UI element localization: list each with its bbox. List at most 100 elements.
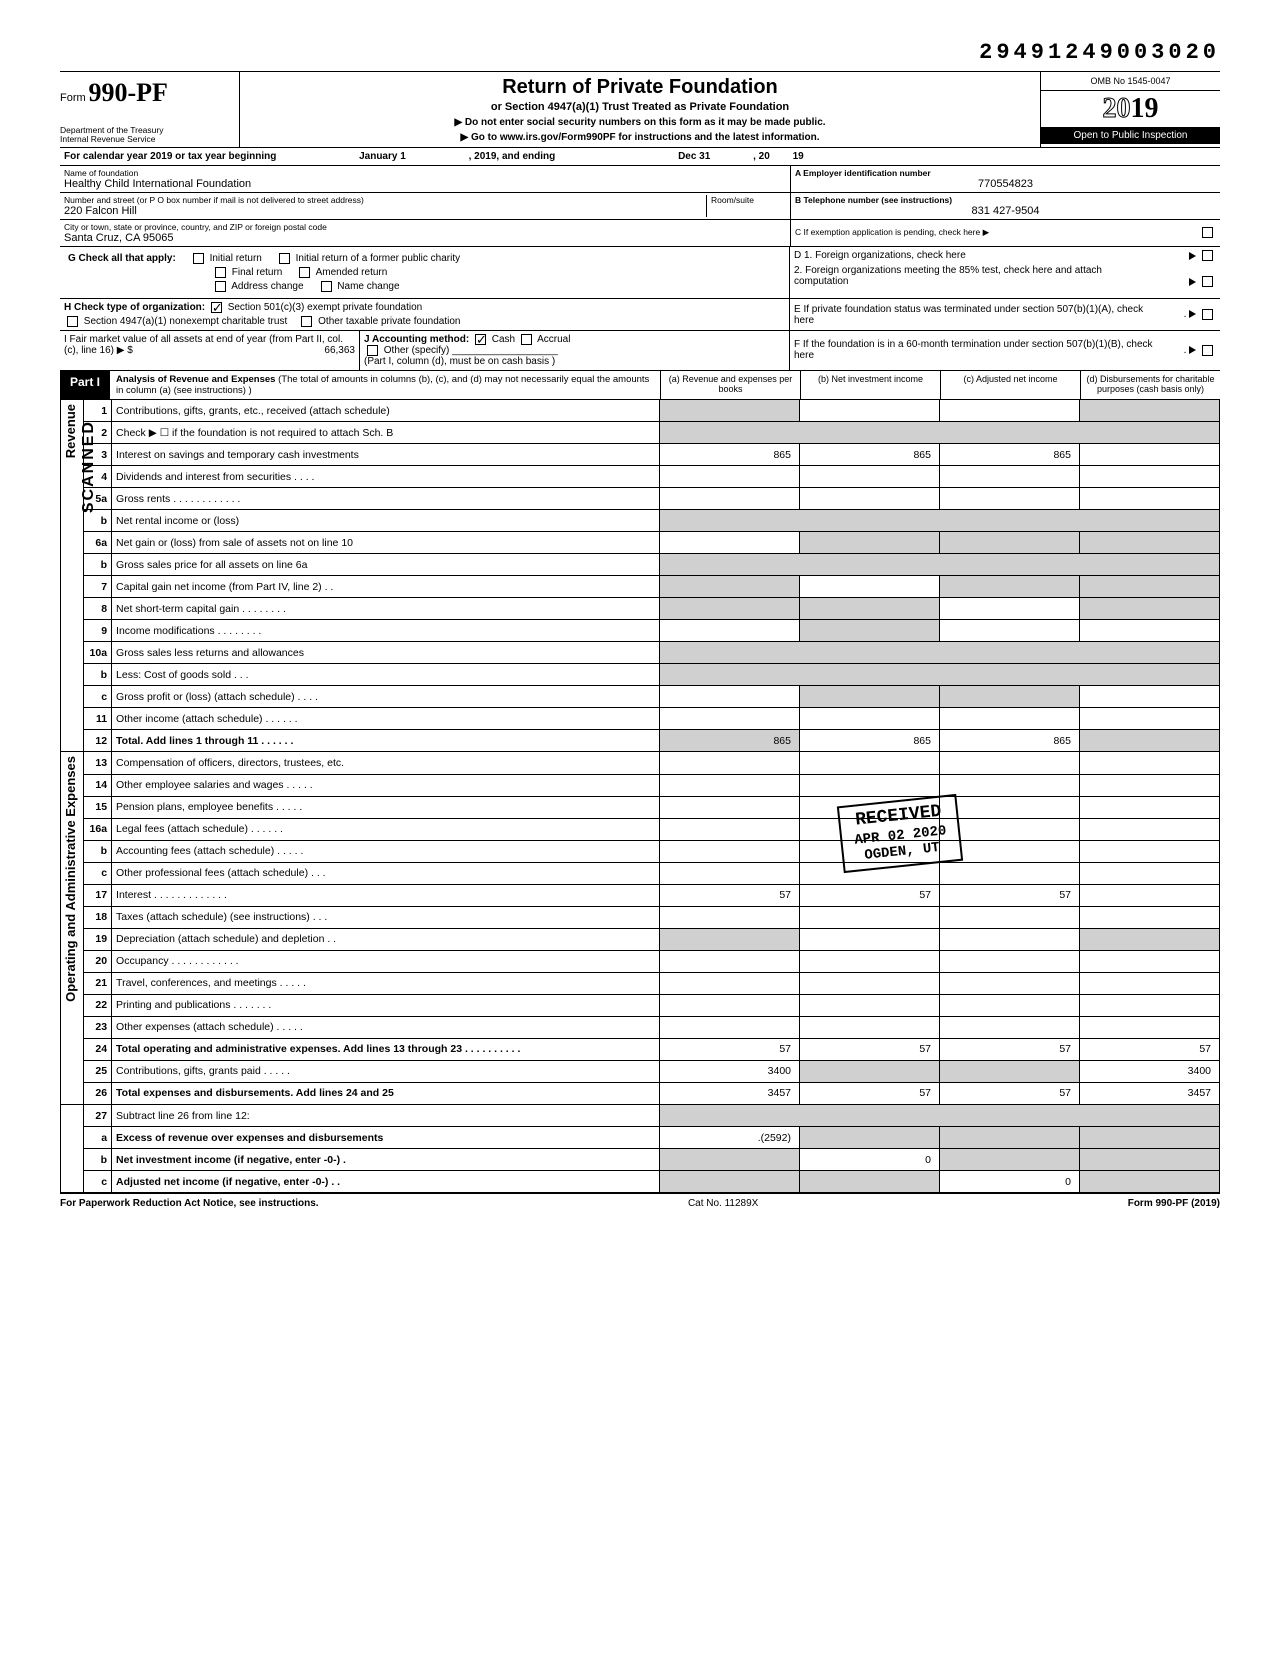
table-row: 5aGross rents . . . . . . . . . . . . xyxy=(84,488,1220,510)
chk-final[interactable] xyxy=(215,267,226,278)
table-row: cGross profit or (loss) (attach schedule… xyxy=(84,686,1220,708)
cal-mid: , 2019, and ending xyxy=(469,151,556,162)
g-opt-5: Name change xyxy=(337,281,399,292)
accrual-label: Accrual xyxy=(537,334,570,345)
table-row: 7Capital gain net income (from Part IV, … xyxy=(84,576,1220,598)
table-row: cAdjusted net income (if negative, enter… xyxy=(84,1171,1220,1193)
spacer xyxy=(60,1105,84,1194)
table-row: 8Net short-term capital gain . . . . . .… xyxy=(84,598,1220,620)
d1-label: D 1. Foreign organizations, check here xyxy=(794,250,966,261)
table-row: aExcess of revenue over expenses and dis… xyxy=(84,1127,1220,1149)
table-row: 4Dividends and interest from securities … xyxy=(84,466,1220,488)
table-row: bNet investment income (if negative, ent… xyxy=(84,1149,1220,1171)
j-label: J Accounting method: xyxy=(364,334,469,345)
arrow-icon xyxy=(1189,346,1196,354)
table-row: 20Occupancy . . . . . . . . . . . . xyxy=(84,950,1220,972)
h-opt-3: Other taxable private foundation xyxy=(318,316,460,327)
expenses-table: 13Compensation of officers, directors, t… xyxy=(84,752,1220,1105)
chk-other-taxable[interactable] xyxy=(301,316,312,327)
table-row: 21Travel, conferences, and meetings . . … xyxy=(84,972,1220,994)
g-opt-1: Initial return of a former public charit… xyxy=(296,253,461,264)
h-lead: H Check type of organization: xyxy=(64,303,205,314)
telephone: 831 427-9504 xyxy=(795,205,1216,217)
cal-end-y: 19 xyxy=(793,151,804,162)
table-row: 26Total expenses and disbursements. Add … xyxy=(84,1082,1220,1104)
form-warn: ▶ Do not enter social security numbers o… xyxy=(248,117,1032,128)
entity-block: Name of foundation Healthy Child Interna… xyxy=(60,166,1220,247)
e-label: E If private foundation status was termi… xyxy=(794,304,1154,326)
footer-right: Form 990-PF (2019) xyxy=(1128,1198,1220,1209)
street-address: 220 Falcon Hill xyxy=(64,205,706,217)
table-row: bAccounting fees (attach schedule) . . .… xyxy=(84,840,1220,862)
ein: 770554823 xyxy=(795,178,1216,190)
room-label: Room/suite xyxy=(711,195,786,205)
arrow-icon xyxy=(1189,310,1196,318)
g-opt-2: Final return xyxy=(232,267,283,278)
cash-label: Cash xyxy=(492,334,515,345)
tel-label: B Telephone number (see instructions) xyxy=(795,195,1216,205)
c-checkbox[interactable] xyxy=(1202,227,1213,238)
form-title: Return of Private Foundation xyxy=(248,76,1032,99)
d2-checkbox[interactable] xyxy=(1202,276,1213,287)
city-label: City or town, state or province, country… xyxy=(64,222,786,232)
year-prefix: 20 xyxy=(1103,93,1131,124)
col-b-hdr: (b) Net investment income xyxy=(800,371,940,399)
name-label: Name of foundation xyxy=(64,168,786,178)
foundation-name: Healthy Child International Foundation xyxy=(64,178,786,190)
chk-name[interactable] xyxy=(321,281,332,292)
received-stamp: RECEIVED APR 02 2020 OGDEN, UT xyxy=(836,794,963,873)
cal-end-m: Dec 31 xyxy=(678,151,710,162)
fmv-value: 66,363 xyxy=(324,345,355,356)
table-row: bNet rental income or (loss) xyxy=(84,510,1220,532)
arrow-icon xyxy=(1189,278,1196,286)
table-row: cOther professional fees (attach schedul… xyxy=(84,862,1220,884)
g-lead: G Check all that apply: xyxy=(68,253,176,264)
table-row: 3Interest on savings and temporary cash … xyxy=(84,444,1220,466)
d1-checkbox[interactable] xyxy=(1202,250,1213,261)
cash-basis-note: (Part I, column (d), must be on cash bas… xyxy=(364,356,785,367)
scanned-stamp: SCANNED xyxy=(80,420,98,513)
table-row: 13Compensation of officers, directors, t… xyxy=(84,752,1220,774)
expenses-vlabel: Operating and Administrative Expenses xyxy=(60,752,84,1105)
cal-label-a: For calendar year 2019 or tax year begin… xyxy=(64,151,276,162)
g-d-row: G Check all that apply: Initial return I… xyxy=(60,247,1220,299)
table-row: 9Income modifications . . . . . . . . xyxy=(84,620,1220,642)
chk-amended[interactable] xyxy=(299,267,310,278)
chk-other-method[interactable] xyxy=(367,345,378,356)
part1-header: Part I Analysis of Revenue and Expenses … xyxy=(60,371,1220,400)
d2-label: 2. Foreign organizations meeting the 85%… xyxy=(794,265,1134,287)
chk-4947[interactable] xyxy=(67,316,78,327)
e-checkbox[interactable] xyxy=(1202,309,1213,320)
form-subtitle: or Section 4947(a)(1) Trust Treated as P… xyxy=(248,101,1032,113)
h-opt-2: Section 4947(a)(1) nonexempt charitable … xyxy=(84,316,287,327)
i-label: I Fair market value of all assets at end… xyxy=(64,334,343,356)
irs-label: Internal Revenue Service xyxy=(60,135,233,144)
footer-left: For Paperwork Reduction Act Notice, see … xyxy=(60,1198,319,1209)
f-label: F If the foundation is in a 60-month ter… xyxy=(794,339,1154,361)
table-row: 2Check ▶ ☐ if the foundation is not requ… xyxy=(84,422,1220,444)
chk-cash[interactable] xyxy=(475,334,486,345)
chk-initial[interactable] xyxy=(193,253,204,264)
table-row: 25Contributions, gifts, grants paid . . … xyxy=(84,1060,1220,1082)
table-row: 24Total operating and administrative exp… xyxy=(84,1038,1220,1060)
line27-table: 27Subtract line 26 from line 12:aExcess … xyxy=(84,1105,1220,1194)
table-row: 10aGross sales less returns and allowanc… xyxy=(84,642,1220,664)
table-row: 17Interest . . . . . . . . . . . . .5757… xyxy=(84,884,1220,906)
g-opt-4: Address change xyxy=(231,281,303,292)
h-e-row: H Check type of organization: Section 50… xyxy=(60,299,1220,330)
footer-mid: Cat No. 11289X xyxy=(688,1198,758,1209)
table-row: bLess: Cost of goods sold . . . xyxy=(84,664,1220,686)
public-inspection: Open to Public Inspection xyxy=(1041,127,1220,144)
chk-accrual[interactable] xyxy=(521,334,532,345)
calendar-row: For calendar year 2019 or tax year begin… xyxy=(60,148,1220,166)
cal-end-pre: , 20 xyxy=(753,151,770,162)
f-checkbox[interactable] xyxy=(1202,345,1213,356)
chk-address[interactable] xyxy=(215,281,226,292)
table-row: 12Total. Add lines 1 through 11 . . . . … xyxy=(84,730,1220,752)
chk-501c3[interactable] xyxy=(211,302,222,313)
part1-tag: Part I xyxy=(60,371,110,399)
table-row: bGross sales price for all assets on lin… xyxy=(84,554,1220,576)
arrow-icon xyxy=(1189,252,1196,260)
chk-initial-former[interactable] xyxy=(279,253,290,264)
filing-code: 29491249003020 xyxy=(60,40,1220,65)
